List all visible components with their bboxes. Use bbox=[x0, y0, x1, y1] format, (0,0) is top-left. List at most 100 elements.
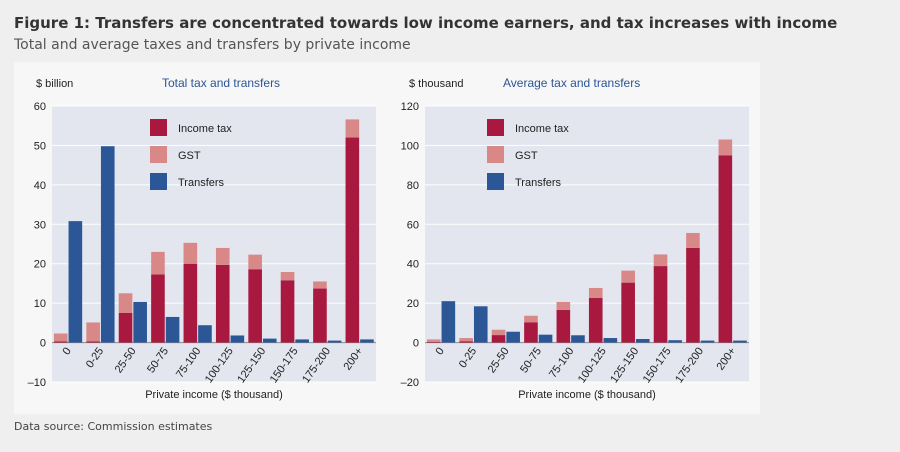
legend-swatch bbox=[487, 146, 504, 163]
bar-transfers bbox=[198, 325, 212, 343]
y-tick-label: 20 bbox=[34, 259, 46, 271]
y-tick-label: –10 bbox=[28, 377, 46, 389]
bar-transfers bbox=[603, 338, 618, 343]
bar-gst bbox=[280, 271, 295, 281]
bar-income-tax bbox=[686, 247, 700, 343]
bar-income-tax bbox=[718, 155, 733, 343]
bar-gst bbox=[151, 251, 165, 275]
chart-title: Average tax and transfers bbox=[503, 76, 640, 90]
y-tick-label: 50 bbox=[34, 140, 46, 152]
bar-income-tax bbox=[313, 288, 327, 343]
bar-transfers bbox=[295, 339, 309, 343]
y-tick-label: 100 bbox=[401, 140, 419, 152]
bar-gst bbox=[426, 339, 441, 342]
legend-swatch bbox=[150, 173, 167, 190]
bar-gst bbox=[53, 333, 68, 342]
bar-transfers bbox=[262, 338, 277, 343]
legend-label: Transfers bbox=[178, 177, 225, 189]
bar-income-tax bbox=[426, 341, 441, 343]
bar-gst bbox=[86, 322, 100, 342]
y-tick-label: 20 bbox=[407, 298, 419, 310]
x-tick-label: 0 bbox=[61, 345, 74, 357]
bar-gst bbox=[215, 247, 230, 265]
bar-gst bbox=[248, 254, 262, 270]
legend-swatch bbox=[487, 173, 504, 190]
bar-gst bbox=[313, 281, 327, 289]
bar-income-tax bbox=[151, 274, 165, 343]
charts-panel: –10 0 10 20 30 40 50 60 $ billion Total tax and t… bbox=[14, 62, 760, 414]
bar-gst bbox=[556, 301, 571, 310]
y-tick-label: 40 bbox=[407, 259, 419, 271]
bar-income-tax bbox=[248, 269, 262, 343]
legend-label: GST bbox=[178, 150, 201, 162]
bar-transfers bbox=[441, 301, 456, 343]
bar-income-tax bbox=[183, 263, 198, 343]
bar-transfers bbox=[733, 340, 747, 343]
bar-transfers bbox=[133, 301, 147, 343]
figure-subtitle: Total and average taxes and transfers by… bbox=[14, 37, 411, 53]
bar-transfers bbox=[165, 316, 180, 343]
bar-gst bbox=[718, 139, 733, 156]
chart-average-tax-transfers: –20 0 20 40 60 80 100 120 $ thousand Average tax … bbox=[401, 76, 749, 401]
y-axis-label: $ thousand bbox=[409, 78, 463, 90]
bar-income-tax bbox=[491, 335, 506, 343]
bar-transfers bbox=[668, 340, 682, 343]
bar-gst bbox=[653, 254, 668, 267]
bar-transfers bbox=[230, 335, 245, 343]
x-axis-label: Private income ($ thousand) bbox=[145, 389, 283, 401]
y-tick-label: 120 bbox=[401, 101, 419, 113]
plot-area bbox=[52, 106, 376, 382]
bar-income-tax bbox=[53, 341, 68, 343]
bar-gst bbox=[588, 287, 603, 299]
bar-gst bbox=[183, 242, 198, 264]
bar-income-tax bbox=[588, 298, 603, 343]
y-tick-label: 80 bbox=[407, 180, 419, 192]
bar-income-tax bbox=[215, 264, 230, 343]
data-source-note: Data source: Commission estimates bbox=[14, 420, 213, 433]
bar-transfers bbox=[68, 221, 83, 343]
x-tick-label: 0 bbox=[434, 345, 447, 357]
legend-swatch bbox=[150, 119, 167, 136]
bar-transfers bbox=[473, 306, 488, 343]
bar-transfers bbox=[327, 340, 342, 343]
bar-income-tax bbox=[280, 280, 295, 343]
bar-transfers bbox=[506, 331, 520, 343]
legend-swatch bbox=[487, 119, 504, 136]
bar-gst bbox=[491, 329, 506, 336]
bar-transfers bbox=[571, 335, 585, 343]
bar-transfers bbox=[100, 146, 115, 343]
legend-label: Income tax bbox=[178, 123, 232, 135]
x-axis-label: Private income ($ thousand) bbox=[518, 389, 656, 401]
bar-income-tax bbox=[621, 282, 635, 343]
bar-income-tax bbox=[524, 322, 538, 343]
plot-area bbox=[425, 106, 749, 382]
y-tick-label: 60 bbox=[34, 101, 46, 113]
y-tick-label: 60 bbox=[407, 219, 419, 231]
bar-transfers bbox=[538, 334, 553, 343]
bar-gst bbox=[621, 270, 635, 283]
y-axis-label: $ billion bbox=[36, 78, 73, 90]
bar-gst bbox=[118, 293, 133, 313]
y-tick-label: 10 bbox=[34, 298, 46, 310]
y-tick-label: 40 bbox=[34, 180, 46, 192]
bar-income-tax bbox=[118, 313, 133, 343]
bar-gst bbox=[524, 315, 538, 323]
bar-transfers bbox=[360, 339, 374, 343]
y-tick-label: 0 bbox=[413, 338, 419, 350]
legend-label: GST bbox=[515, 150, 538, 162]
y-tick-label: 0 bbox=[40, 338, 46, 350]
y-tick-label: 30 bbox=[34, 219, 46, 231]
bar-transfers bbox=[700, 340, 715, 343]
chart-total-tax-transfers: –10 0 10 20 30 40 50 60 $ billion Total tax and t… bbox=[28, 76, 376, 401]
legend-swatch bbox=[150, 146, 167, 163]
bar-gst bbox=[686, 232, 700, 248]
bar-income-tax bbox=[459, 341, 473, 343]
bar-gst bbox=[345, 119, 360, 138]
bar-gst bbox=[459, 338, 473, 342]
bar-income-tax bbox=[86, 341, 100, 343]
bar-income-tax bbox=[556, 309, 571, 343]
bar-transfers bbox=[635, 339, 650, 343]
bar-income-tax bbox=[345, 137, 360, 343]
bar-income-tax bbox=[653, 266, 668, 343]
figure-title: Figure 1: Transfers are concentrated tow… bbox=[14, 14, 838, 32]
